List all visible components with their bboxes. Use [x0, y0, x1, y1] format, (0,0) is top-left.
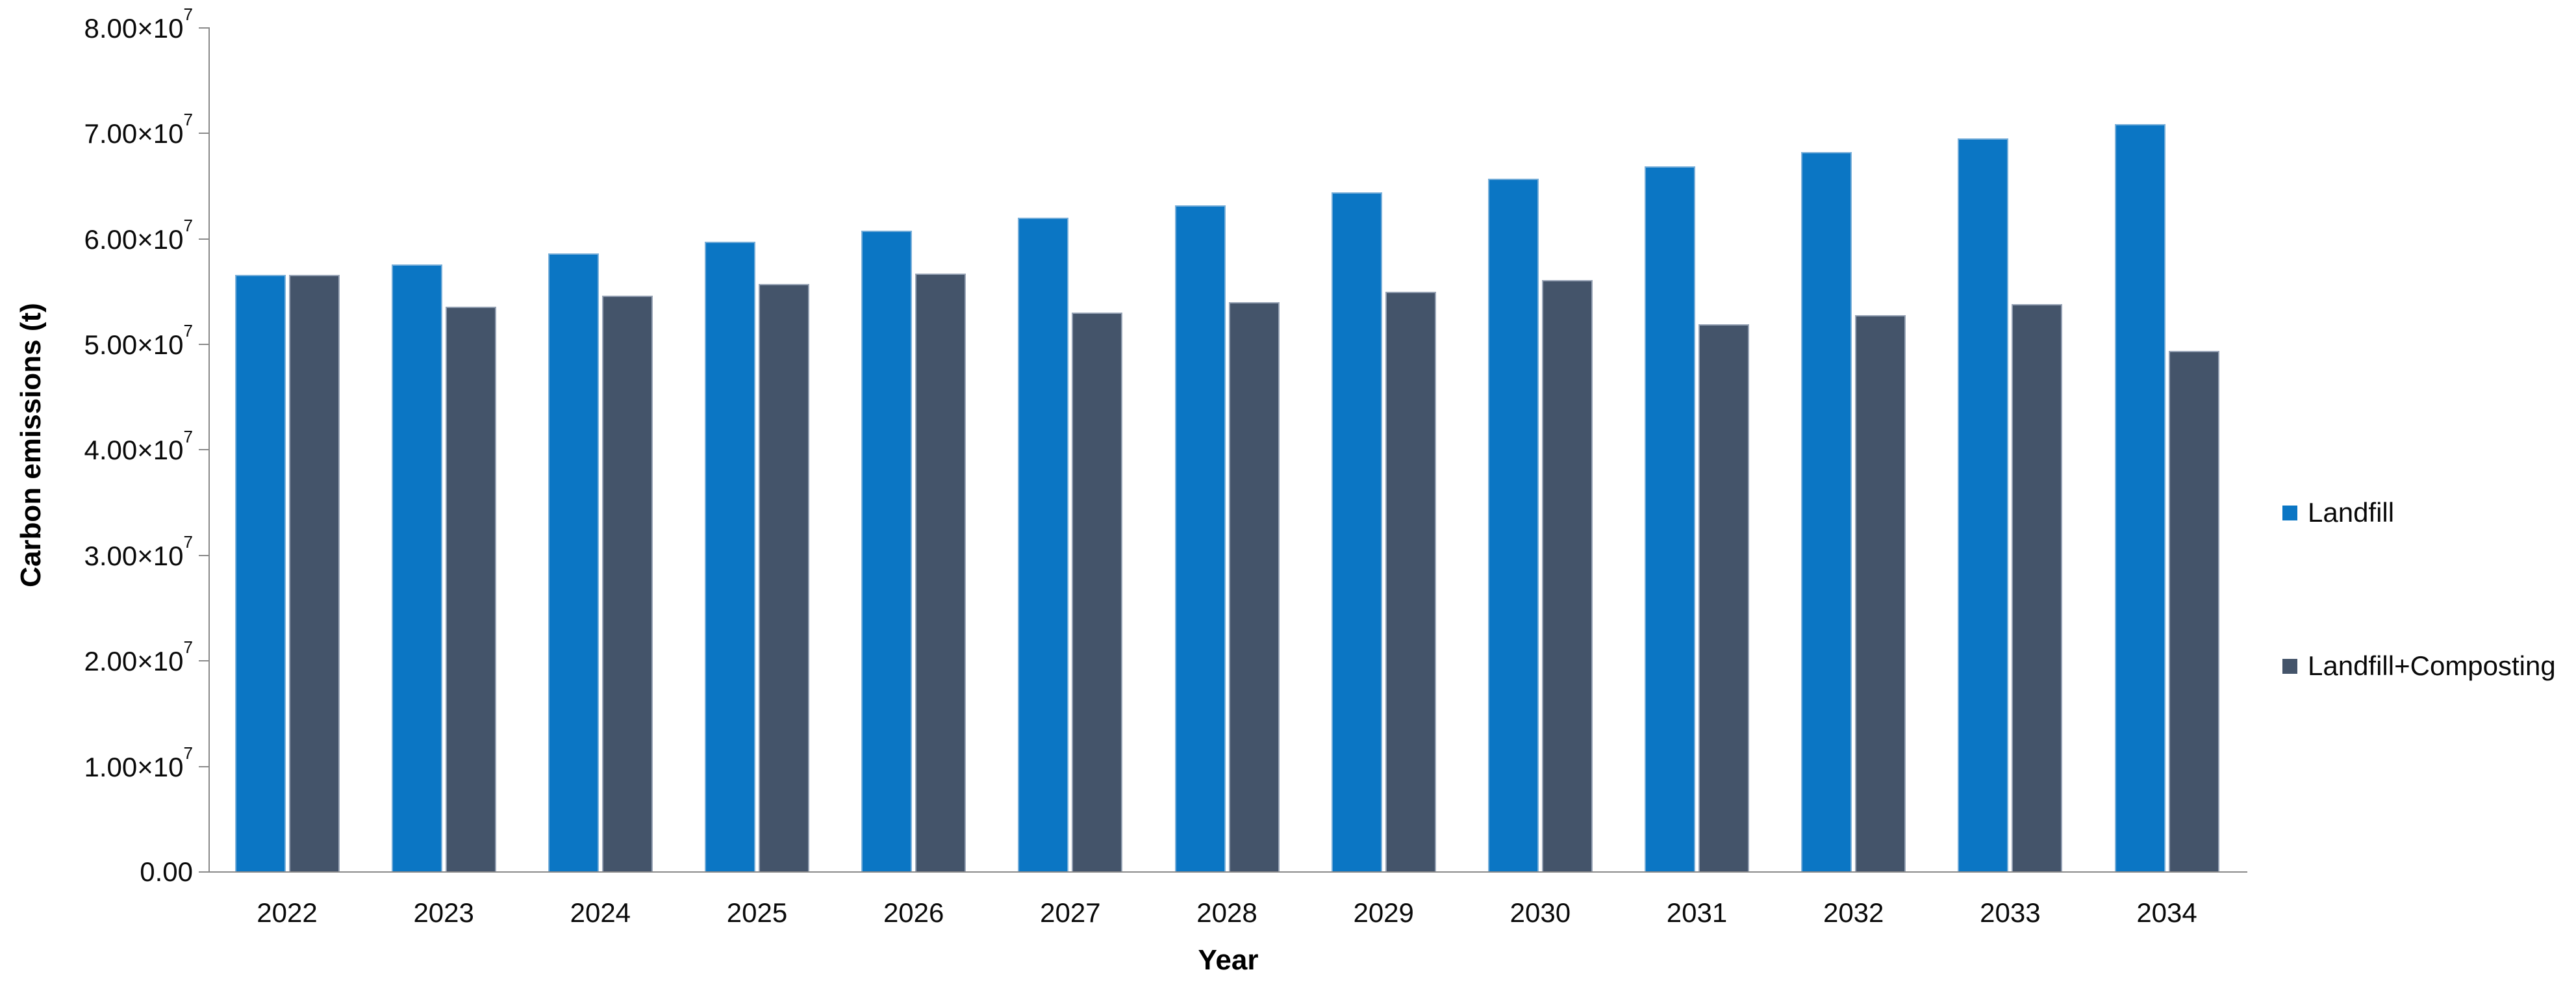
y-tick-mark: [199, 871, 208, 873]
bar-landfill-2033: [1958, 138, 2009, 872]
x-tick-label-2024: 2024: [570, 897, 631, 928]
bar-landfill-2029: [1331, 192, 1382, 872]
y-tick-label: 7.00×107: [84, 110, 193, 149]
y-tick-label: 5.00×107: [84, 321, 193, 360]
bar-landfill-2026: [861, 230, 913, 872]
exponent: 7: [183, 426, 193, 446]
y-axis-line: [208, 27, 210, 872]
exponent: 7: [183, 743, 193, 763]
bar-landfill-composting-2026: [915, 274, 966, 872]
legend-item-landfill-composting: Landfill+Composting: [2282, 652, 2556, 680]
legend-label: Landfill: [2308, 497, 2395, 528]
x-tick-label-2027: 2027: [1040, 897, 1101, 928]
y-tick-mark: [199, 660, 208, 662]
bar-landfill-composting-2032: [1855, 314, 1906, 872]
bar-landfill-composting-2027: [1072, 313, 1123, 872]
x-tick-label-2026: 2026: [883, 897, 944, 928]
x-tick-label-2034: 2034: [2136, 897, 2197, 928]
x-tick-label-2023: 2023: [413, 897, 474, 928]
exponent: 7: [183, 5, 193, 25]
bar-landfill-composting-2033: [2012, 304, 2063, 872]
bar-landfill-2024: [548, 253, 599, 872]
y-tick-mark: [199, 554, 208, 556]
bar-landfill-2034: [2114, 123, 2166, 872]
exponent: 7: [183, 215, 193, 235]
bar-landfill-composting-2029: [1385, 291, 1436, 872]
y-tick-mark: [199, 238, 208, 240]
y-tick-label: 3.00×107: [84, 532, 193, 571]
exponent: 7: [183, 532, 193, 552]
y-tick-label: 4.00×107: [84, 426, 193, 466]
y-tick-mark: [199, 27, 208, 29]
legend-swatch-icon: [2282, 658, 2297, 674]
legend-label: Landfill+Composting: [2308, 650, 2556, 681]
exponent: 7: [183, 637, 193, 658]
y-tick-mark: [199, 765, 208, 767]
bar-landfill-composting-2023: [445, 306, 496, 872]
bar-landfill-2030: [1487, 179, 1539, 872]
x-tick-label-2032: 2032: [1823, 897, 1884, 928]
bar-landfill-2028: [1174, 205, 1226, 872]
exponent: 7: [183, 321, 193, 341]
bar-landfill-2022: [234, 274, 286, 872]
bar-landfill-composting-2024: [601, 296, 653, 872]
legend-item-landfill: Landfill: [2282, 499, 2394, 526]
y-tick-label: 0.00: [140, 856, 193, 887]
bar-landfill-composting-2022: [288, 274, 340, 872]
y-tick-mark: [199, 449, 208, 451]
x-axis-title: Year: [1198, 944, 1259, 976]
x-tick-label-2030: 2030: [1509, 897, 1571, 928]
bar-landfill-composting-2025: [759, 284, 809, 872]
bar-landfill-composting-2030: [1541, 279, 1593, 872]
bar-landfill-2032: [1801, 152, 1852, 872]
x-tick-label-2033: 2033: [1980, 897, 2041, 928]
x-axis-line: [199, 871, 2247, 873]
y-tick-label: 6.00×107: [84, 215, 193, 255]
bar-landfill-composting-2028: [1228, 302, 1280, 872]
exponent: 7: [183, 110, 193, 130]
y-tick-label: 1.00×107: [84, 743, 193, 782]
y-tick-mark: [199, 133, 208, 135]
y-tick-label: 2.00×107: [84, 637, 193, 677]
x-tick-label-2025: 2025: [726, 897, 788, 928]
bar-landfill-2025: [705, 242, 755, 872]
bar-landfill-composting-2034: [2168, 350, 2219, 872]
bar-landfill-2031: [1645, 166, 1696, 872]
x-tick-label-2031: 2031: [1666, 897, 1728, 928]
bar-landfill-2027: [1018, 218, 1069, 872]
legend-swatch-icon: [2282, 505, 2297, 520]
x-tick-label-2022: 2022: [257, 897, 318, 928]
x-tick-label-2028: 2028: [1196, 897, 1257, 928]
y-tick-mark: [199, 344, 208, 345]
y-tick-label: 8.00×107: [84, 5, 193, 44]
x-tick-label-2029: 2029: [1353, 897, 1414, 928]
bar-landfill-composting-2031: [1698, 324, 1750, 872]
bar-landfill-2023: [391, 264, 442, 872]
